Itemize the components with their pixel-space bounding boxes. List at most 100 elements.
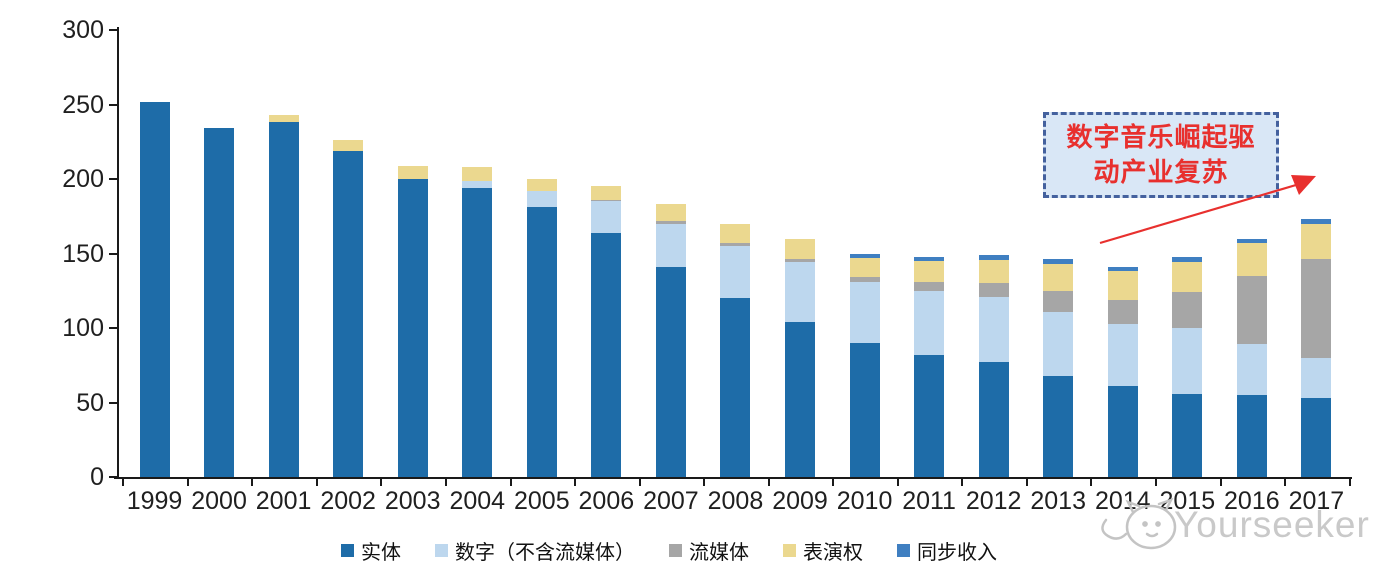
x-axis-tick (832, 479, 835, 486)
bar-segment (720, 246, 751, 299)
x-tick-label: 2001 (255, 487, 312, 515)
x-axis-line (114, 477, 1352, 479)
x-tick-label: 2011 (902, 487, 956, 515)
y-axis-tick (109, 103, 117, 106)
bar-segment (462, 187, 493, 477)
x-axis-tick (767, 479, 770, 486)
x-tick-label: 2005 (513, 487, 570, 515)
bar-segment (526, 190, 557, 208)
y-axis-tick (109, 29, 117, 31)
bar-segment (978, 296, 1009, 363)
bar-segment (720, 243, 751, 247)
x-tick-label: 2008 (707, 487, 764, 515)
bar-segment (1172, 256, 1203, 263)
bar-segment (978, 259, 1009, 284)
bar-2004 (462, 167, 493, 477)
y-axis-tick (109, 252, 117, 255)
x-axis-tick (380, 479, 383, 486)
bar-2001 (268, 114, 299, 477)
bar-2016 (1236, 238, 1267, 477)
bar-2003 (397, 165, 428, 477)
bar-segment (785, 238, 815, 260)
legend-item: 同步收入 (897, 536, 997, 565)
bar-2011 (914, 256, 945, 477)
bar-segment (1236, 344, 1267, 396)
y-axis-tick (109, 401, 117, 404)
bar-segment (591, 201, 622, 233)
legend-label: 同步收入 (917, 542, 997, 564)
x-axis-tick (1090, 479, 1093, 486)
bar-segment (333, 140, 364, 151)
x-tick-label: 2012 (965, 487, 1022, 515)
bar-2012 (978, 255, 1009, 477)
bar-segment (1172, 262, 1203, 293)
x-axis-tick (961, 479, 964, 486)
bar-segment (978, 283, 1009, 297)
bar-segment (720, 223, 751, 244)
bar-segment (914, 281, 945, 291)
x-tick-label: 1999 (126, 487, 183, 515)
x-axis-tick (315, 479, 318, 486)
x-axis-tick (574, 479, 577, 486)
bar-segment (978, 362, 1009, 477)
bar-segment (785, 259, 815, 263)
y-tick-label: 300 (62, 16, 104, 44)
bar-segment (720, 298, 751, 477)
bar-segment (268, 122, 299, 477)
x-tick-label: 2000 (191, 487, 247, 515)
bar-segment (914, 354, 945, 477)
bar-segment (1107, 266, 1138, 272)
chart-legend: 实体 数字（不含流媒体） 流媒体 表演权 同步收入 (0, 536, 1338, 565)
bar-segment (1107, 323, 1138, 387)
legend-item: 数字（不含流媒体） (435, 536, 635, 565)
x-axis-tick (1284, 479, 1287, 486)
bar-segment (914, 256, 945, 261)
bar-segment (397, 165, 428, 179)
bar-segment (397, 179, 428, 477)
bar-segment (785, 322, 815, 477)
bar-2008 (720, 223, 751, 477)
x-axis-tick (1155, 479, 1158, 486)
bar-segment (1301, 219, 1332, 224)
bar-segment (139, 101, 170, 477)
bar-segment (1236, 243, 1267, 276)
legend-label: 实体 (361, 542, 401, 564)
legend-label: 数字（不含流媒体） (455, 542, 635, 564)
bar-2014 (1107, 266, 1138, 477)
legend-label: 流媒体 (689, 542, 749, 564)
x-axis-tick (509, 479, 512, 486)
bar-segment (1043, 375, 1074, 477)
legend-swatch (435, 544, 448, 557)
legend-item: 实体 (341, 536, 401, 565)
bar-segment (1172, 292, 1203, 329)
bar-segment (849, 277, 880, 282)
bar-segment (526, 207, 557, 477)
y-axis-line (117, 27, 119, 479)
bar-segment (462, 167, 493, 181)
bar-segment (591, 186, 622, 200)
legend-item: 表演权 (783, 536, 863, 565)
x-axis-tick (1025, 479, 1028, 486)
bar-segment (1301, 398, 1332, 477)
x-axis-tick (1219, 479, 1222, 486)
bar-2000 (204, 128, 235, 477)
y-axis-tick (109, 178, 117, 180)
x-tick-label: 2016 (1224, 487, 1280, 515)
bar-segment (1301, 259, 1332, 358)
bar-segment (1236, 275, 1267, 345)
bar-segment (268, 114, 299, 123)
y-tick-label: 250 (62, 90, 104, 119)
bar-segment (655, 204, 686, 221)
bar-segment (1107, 271, 1138, 300)
bar-segment (1172, 328, 1203, 394)
bar-2006 (591, 186, 622, 477)
bar-segment (655, 266, 686, 477)
bar-segment (1107, 299, 1138, 324)
legend-label: 表演权 (803, 542, 863, 564)
x-axis-tick (251, 479, 254, 486)
x-tick-label: 2004 (449, 487, 506, 515)
x-tick-label: 2009 (772, 487, 828, 515)
bar-2007 (655, 204, 686, 477)
x-axis-tick (896, 479, 899, 486)
bar-segment (1107, 386, 1138, 477)
